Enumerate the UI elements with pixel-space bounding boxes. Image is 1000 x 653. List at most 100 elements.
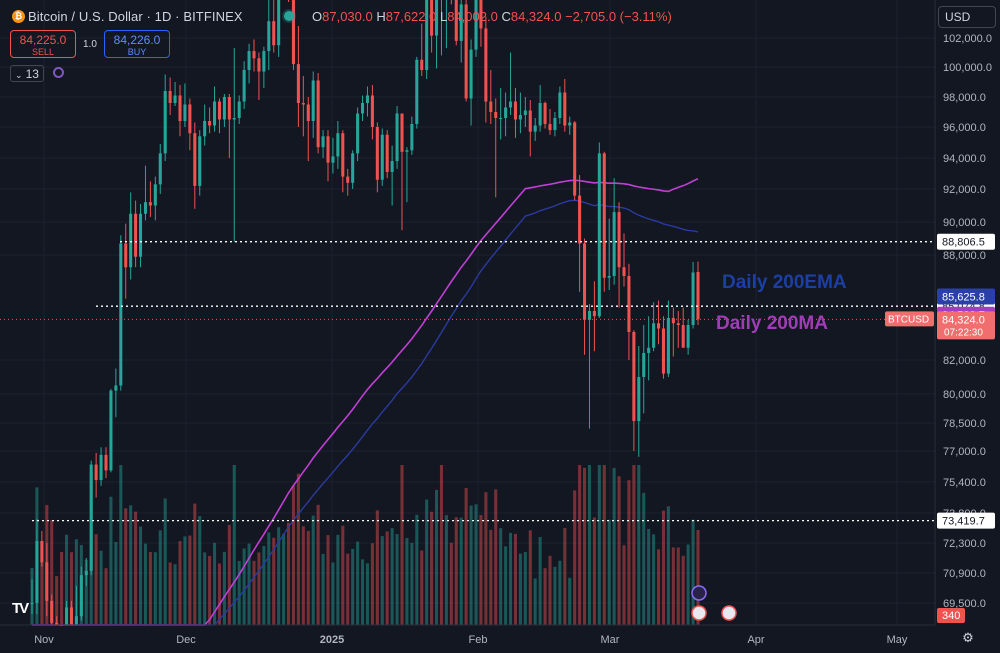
- candle: [55, 622, 59, 625]
- candle: [183, 104, 187, 121]
- volume-bar: [326, 535, 330, 625]
- symbol-tag: [885, 311, 934, 327]
- x-axis-tick-label: May: [887, 634, 908, 646]
- volume-bar: [173, 564, 177, 625]
- volume-bar: [469, 505, 473, 625]
- volume-bar: [637, 465, 641, 625]
- volume-bar: [163, 498, 167, 625]
- y-axis-tick-label: 98,000.0: [943, 92, 986, 104]
- volume-bar: [439, 465, 443, 625]
- candle: [509, 101, 513, 108]
- candle: [74, 616, 78, 625]
- x-axis-tick-label: Apr: [747, 634, 764, 646]
- candle: [583, 243, 587, 320]
- sell-label: SELL: [31, 47, 55, 57]
- candle: [89, 464, 93, 571]
- y-axis-tick-label: 77,000.0: [943, 446, 986, 458]
- volume-bar: [370, 543, 374, 625]
- volume-bar: [168, 562, 172, 625]
- candle: [84, 570, 88, 576]
- volume-bar: [691, 519, 695, 625]
- gear-icon[interactable]: ⚙: [962, 630, 974, 645]
- indicators-count: 13: [25, 67, 39, 81]
- volume-bar: [513, 533, 517, 625]
- volume-bar: [395, 534, 399, 625]
- y-axis-tick-label: 100,000.0: [943, 62, 992, 74]
- lightning-event-icon: [691, 585, 707, 601]
- volume-bar: [380, 536, 384, 625]
- candle: [563, 92, 567, 126]
- volume-bar: [306, 530, 310, 625]
- volume-bar: [607, 519, 611, 625]
- y-axis-tick-label: 102,000.0: [943, 33, 992, 45]
- volume-bar: [612, 467, 616, 625]
- market-status-icon[interactable]: [284, 11, 294, 21]
- volume-bar: [119, 465, 123, 625]
- volume-bar: [272, 537, 276, 625]
- candle: [573, 122, 577, 196]
- candle: [163, 91, 167, 154]
- currency-select[interactable]: USD: [938, 6, 996, 28]
- candle: [469, 49, 473, 99]
- candle: [262, 51, 266, 72]
- candle: [518, 115, 522, 120]
- candle: [622, 267, 626, 276]
- price-line-tag: [937, 512, 995, 529]
- candle: [45, 562, 49, 601]
- candle: [676, 323, 680, 325]
- volume-bar: [291, 485, 295, 625]
- volume-bar: [454, 517, 458, 625]
- tradingview-logo-icon[interactable]: TV: [12, 600, 29, 617]
- candle: [484, 28, 488, 102]
- chevron-down-icon: ⌄: [15, 70, 23, 80]
- volume-bar: [188, 535, 192, 625]
- volume-bar: [341, 525, 345, 625]
- volume-bar: [114, 541, 118, 625]
- candle: [173, 95, 177, 103]
- candle: [336, 133, 340, 157]
- volume-bar: [262, 545, 266, 625]
- volume-bar: [597, 465, 601, 625]
- volume-bar: [444, 515, 448, 625]
- ohlc-readout: O87,030.0 H87,622.0 L84,002.0 C84,324.0 …: [312, 9, 672, 24]
- volume-bar: [632, 465, 636, 625]
- y-axis-tick-label: 90,000.0: [943, 217, 986, 229]
- candle: [489, 101, 493, 112]
- indicators-toggle[interactable]: ⌄ 13: [10, 65, 44, 82]
- candle: [523, 110, 527, 115]
- candle: [291, 0, 295, 65]
- candle: [143, 202, 147, 214]
- candle: [346, 176, 350, 183]
- candle: [232, 118, 236, 120]
- buy-button[interactable]: 84,226.0 BUY: [104, 30, 170, 58]
- candle: [213, 101, 217, 126]
- volume-bar: [686, 544, 690, 625]
- candle: [400, 113, 404, 152]
- volume-bar: [267, 532, 271, 625]
- candle: [341, 133, 345, 177]
- volume-bar: [331, 562, 335, 625]
- volume-bar: [109, 496, 113, 625]
- volume-bar: [661, 510, 665, 625]
- indicator-settings-icon[interactable]: [53, 67, 64, 78]
- volume-bar: [583, 467, 587, 625]
- price-line-tag: [937, 233, 995, 250]
- volume-bar: [464, 488, 468, 625]
- candle: [533, 125, 537, 132]
- candle: [612, 212, 616, 276]
- symbol-title[interactable]: Bitcoin / U.S. Dollar · 1D · BITFINEX: [28, 9, 243, 24]
- candle: [222, 97, 226, 120]
- ma-annotation-label: Daily 200MA: [716, 313, 828, 334]
- volume-bar: [277, 527, 281, 625]
- candle: [104, 454, 108, 471]
- candle: [375, 127, 379, 180]
- candle: [494, 112, 498, 118]
- volume-bar: [60, 551, 64, 625]
- volume-bar: [148, 551, 152, 625]
- sell-button[interactable]: 84,225.0 SELL: [10, 30, 76, 58]
- volume-bar: [558, 560, 562, 625]
- volume-bar: [301, 526, 305, 625]
- volume-bar: [158, 530, 162, 625]
- symbol-tag-label: BTCUSD: [888, 314, 929, 325]
